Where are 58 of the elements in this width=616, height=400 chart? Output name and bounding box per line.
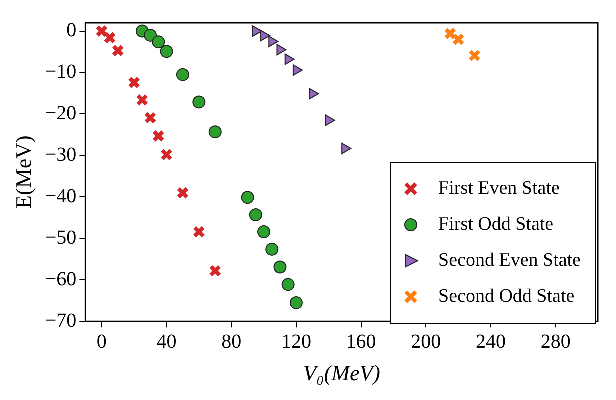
- x-tick-label: 200: [411, 330, 442, 353]
- x-tick-label: 160: [346, 330, 376, 353]
- point: [209, 264, 222, 278]
- point: [468, 50, 482, 62]
- point: [290, 296, 303, 310]
- point: [342, 142, 352, 154]
- y-tick-label: −10: [45, 61, 77, 84]
- y-tick-label: −20: [45, 102, 77, 124]
- x-tick-label: 0: [96, 330, 107, 353]
- point: [266, 242, 279, 256]
- y-tick-label: 0: [66, 20, 77, 42]
- point: [144, 28, 158, 42]
- point: [128, 76, 141, 89]
- point: [136, 94, 149, 106]
- point: [292, 64, 303, 76]
- point: [444, 28, 457, 40]
- point: [274, 260, 287, 274]
- point: [152, 130, 165, 142]
- point: [325, 114, 336, 126]
- point: [276, 44, 287, 56]
- x-tick-label: 280: [540, 330, 571, 353]
- x-tick-label: 120: [281, 330, 312, 353]
- point: [152, 36, 166, 49]
- legend-label: First Odd State: [438, 214, 554, 236]
- point: [260, 30, 271, 42]
- x-tick-label: 240: [476, 330, 506, 353]
- point: [104, 32, 116, 44]
- x-tick-label: 40: [156, 330, 177, 353]
- point: [452, 33, 465, 46]
- point: [160, 45, 174, 58]
- point: [176, 186, 190, 200]
- point: [268, 36, 279, 48]
- point: [192, 96, 206, 109]
- y-tick-label: −30: [45, 144, 77, 166]
- point: [160, 148, 173, 162]
- point: [192, 226, 206, 238]
- point: [258, 226, 271, 239]
- point: [241, 191, 254, 204]
- point: [309, 88, 320, 100]
- x-axis-title: V₀(MeV): [303, 360, 380, 386]
- y-axis-title: E(MeV): [10, 136, 36, 209]
- point: [208, 126, 222, 139]
- legend-label: First Even State: [438, 178, 560, 200]
- point: [284, 54, 295, 66]
- x-tick-label: 80: [222, 330, 242, 353]
- legend-label: Second Odd State: [438, 286, 575, 308]
- point: [176, 68, 190, 82]
- point: [249, 208, 262, 222]
- y-tick-label: −50: [45, 226, 77, 249]
- point: [282, 278, 295, 292]
- y-tick-label: −40: [45, 185, 77, 208]
- y-tick-label: −70: [45, 310, 77, 332]
- point: [96, 25, 108, 38]
- y-tick-label: −60: [45, 268, 77, 290]
- legend-label: Second Even State: [438, 250, 581, 272]
- point: [252, 26, 262, 37]
- point: [144, 112, 157, 124]
- point: [112, 44, 124, 58]
